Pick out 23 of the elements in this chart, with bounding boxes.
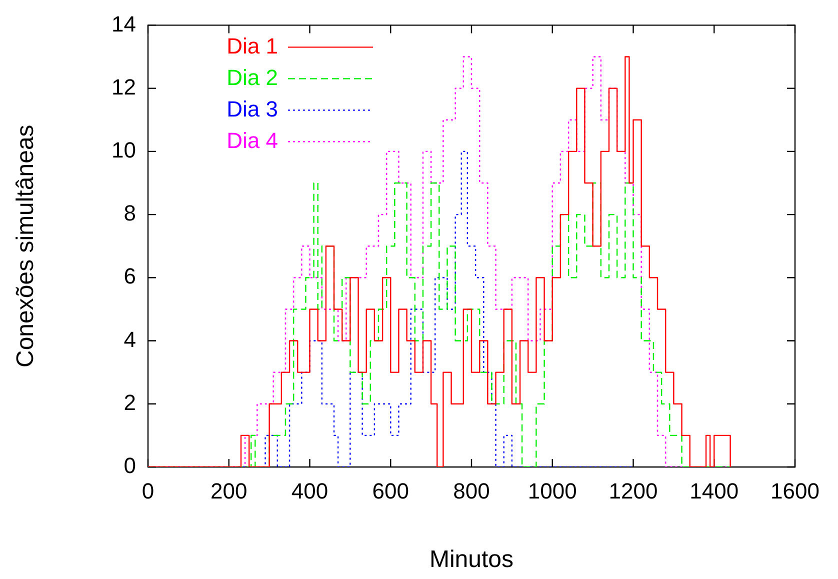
x-tick-label: 0 [142, 478, 154, 504]
x-tick-label: 1600 [770, 478, 820, 504]
y-tick-label: 6 [124, 264, 136, 289]
y-tick-label: 2 [124, 390, 136, 415]
y-tick-label: 14 [112, 11, 136, 36]
x-tick-label: 1200 [608, 478, 658, 504]
y-tick-label: 8 [124, 200, 136, 226]
legend-label: Dia 3 [226, 96, 278, 122]
x-tick-label: 800 [453, 478, 490, 504]
x-tick-label: 1000 [528, 478, 577, 504]
x-tick-label: 400 [291, 478, 328, 504]
legend-label: Dia 2 [226, 64, 278, 90]
y-tick-label: 10 [112, 137, 136, 162]
x-tick-label: 200 [210, 478, 248, 504]
y-axis-title: Conexões simultâneas [12, 124, 40, 368]
legend-label: Dia 1 [226, 33, 278, 58]
x-axis-title: Minutos [429, 546, 514, 574]
y-tick-label: 0 [124, 453, 136, 478]
legend-label: Dia 4 [226, 128, 278, 153]
y-tick-label: 4 [124, 326, 136, 352]
x-tick-label: 1400 [690, 478, 739, 504]
y-tick-label: 12 [112, 74, 136, 100]
x-tick-label: 600 [372, 478, 409, 504]
